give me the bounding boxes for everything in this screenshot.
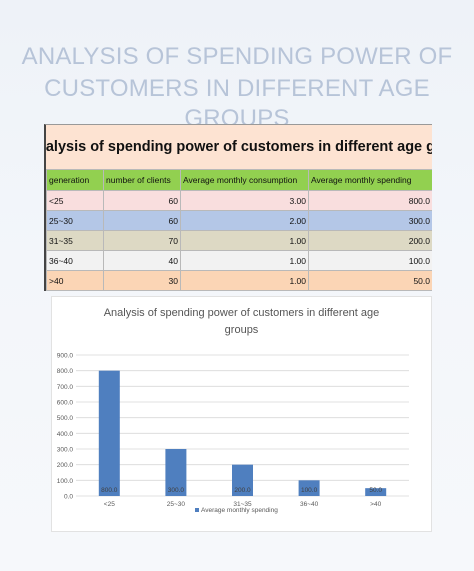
- y-tick-label: 900.0: [57, 353, 74, 360]
- header-cell-generation[interactable]: generation: [46, 169, 104, 191]
- legend-swatch: [195, 508, 199, 512]
- x-tick-label: <25: [104, 501, 115, 508]
- bar-chart-svg: 900.0 800.0 700.0 600.0 500.0 400.0 300.0 200.0…: [57, 353, 409, 514]
- bar: [298, 480, 320, 496]
- page-title-line-1: ANALYSIS OF SPENDING POWER OF: [21, 43, 453, 70]
- cell-spending[interactable]: 100.0: [308, 250, 432, 271]
- x-tick-label: 31~35: [233, 501, 252, 508]
- cell-spending[interactable]: 50.0: [308, 270, 432, 291]
- header-cell-clients[interactable]: number of clients: [103, 169, 181, 191]
- chart-container[interactable]: Analysis of spending power of customers …: [51, 296, 432, 532]
- header-row: generation number of clients Average mon…: [46, 169, 432, 191]
- chart-title: Analysis of spending power of customers …: [52, 305, 431, 339]
- y-tick-label: 300.0: [57, 447, 74, 454]
- legend-label: Average monthly spending: [201, 507, 278, 514]
- cell-consumption[interactable]: 1.00: [180, 250, 309, 271]
- cell-generation[interactable]: <25: [46, 190, 104, 211]
- data-label: 300.0: [168, 487, 185, 494]
- cell-generation[interactable]: 36~40: [46, 250, 104, 271]
- cell-generation[interactable]: 31~35: [46, 230, 104, 251]
- x-tick-label: 25~30: [167, 501, 186, 508]
- data-grid: generation number of clients Average mon…: [46, 169, 432, 291]
- bar: [98, 370, 120, 496]
- header-cell-consumption[interactable]: Average monthly consumption: [180, 169, 309, 191]
- bar: [165, 449, 187, 496]
- cell-clients[interactable]: 60: [103, 210, 181, 231]
- table-row: 36~40 40 1.00 100.0: [46, 250, 432, 271]
- y-tick-label: 400.0: [57, 431, 74, 438]
- data-label: 800.0: [101, 487, 118, 494]
- y-tick-label: 700.0: [57, 384, 74, 391]
- table-row: 25~30 60 2.00 300.0: [46, 210, 432, 231]
- cell-spending[interactable]: 300.0: [308, 210, 432, 231]
- cell-generation[interactable]: >40: [46, 270, 104, 291]
- y-tick-label: 600.0: [57, 400, 74, 407]
- chart-title-line-2: groups: [224, 324, 259, 336]
- y-tick-label: 100.0: [57, 478, 74, 485]
- header-cell-spending[interactable]: Average monthly spending: [308, 169, 432, 191]
- cell-clients[interactable]: 70: [103, 230, 181, 251]
- chart-title-line-1: Analysis of spending power of customers …: [103, 307, 380, 319]
- x-tick-label: 36~40: [300, 501, 319, 508]
- cell-consumption[interactable]: 1.00: [180, 270, 309, 291]
- y-tick-label: 800.0: [57, 368, 74, 375]
- data-label: 200.0: [234, 487, 251, 494]
- y-tick-label: 200.0: [57, 462, 74, 469]
- data-label: 100.0: [301, 487, 318, 494]
- x-tick-label: >40: [370, 501, 381, 508]
- cell-consumption[interactable]: 2.00: [180, 210, 309, 231]
- bar: [365, 488, 387, 496]
- cell-clients[interactable]: 40: [103, 250, 181, 271]
- bar: [232, 464, 253, 496]
- sheet-title: nalysis of spending power of customers i…: [46, 125, 432, 170]
- page-title-line-2: CUSTOMERS IN DIFFERENT AGE GROUPS: [44, 75, 430, 132]
- cell-spending[interactable]: 200.0: [308, 230, 432, 251]
- cell-consumption[interactable]: 3.00: [180, 190, 309, 211]
- cell-generation[interactable]: 25~30: [46, 210, 104, 231]
- y-tick-label: 500.0: [57, 415, 74, 422]
- cell-spending[interactable]: 800.0: [308, 190, 432, 211]
- cell-clients[interactable]: 60: [103, 190, 181, 211]
- spreadsheet-table: nalysis of spending power of customers i…: [44, 124, 432, 291]
- y-tick-label: 0.0: [64, 494, 73, 501]
- table-row: 31~35 70 1.00 200.0: [46, 230, 432, 251]
- table-row: >40 30 1.00 50.0: [46, 270, 432, 291]
- data-label: 50.0: [369, 487, 382, 494]
- cell-clients[interactable]: 30: [103, 270, 181, 291]
- table-row: <25 60 3.00 800.0: [46, 190, 432, 211]
- cell-consumption[interactable]: 1.00: [180, 230, 309, 251]
